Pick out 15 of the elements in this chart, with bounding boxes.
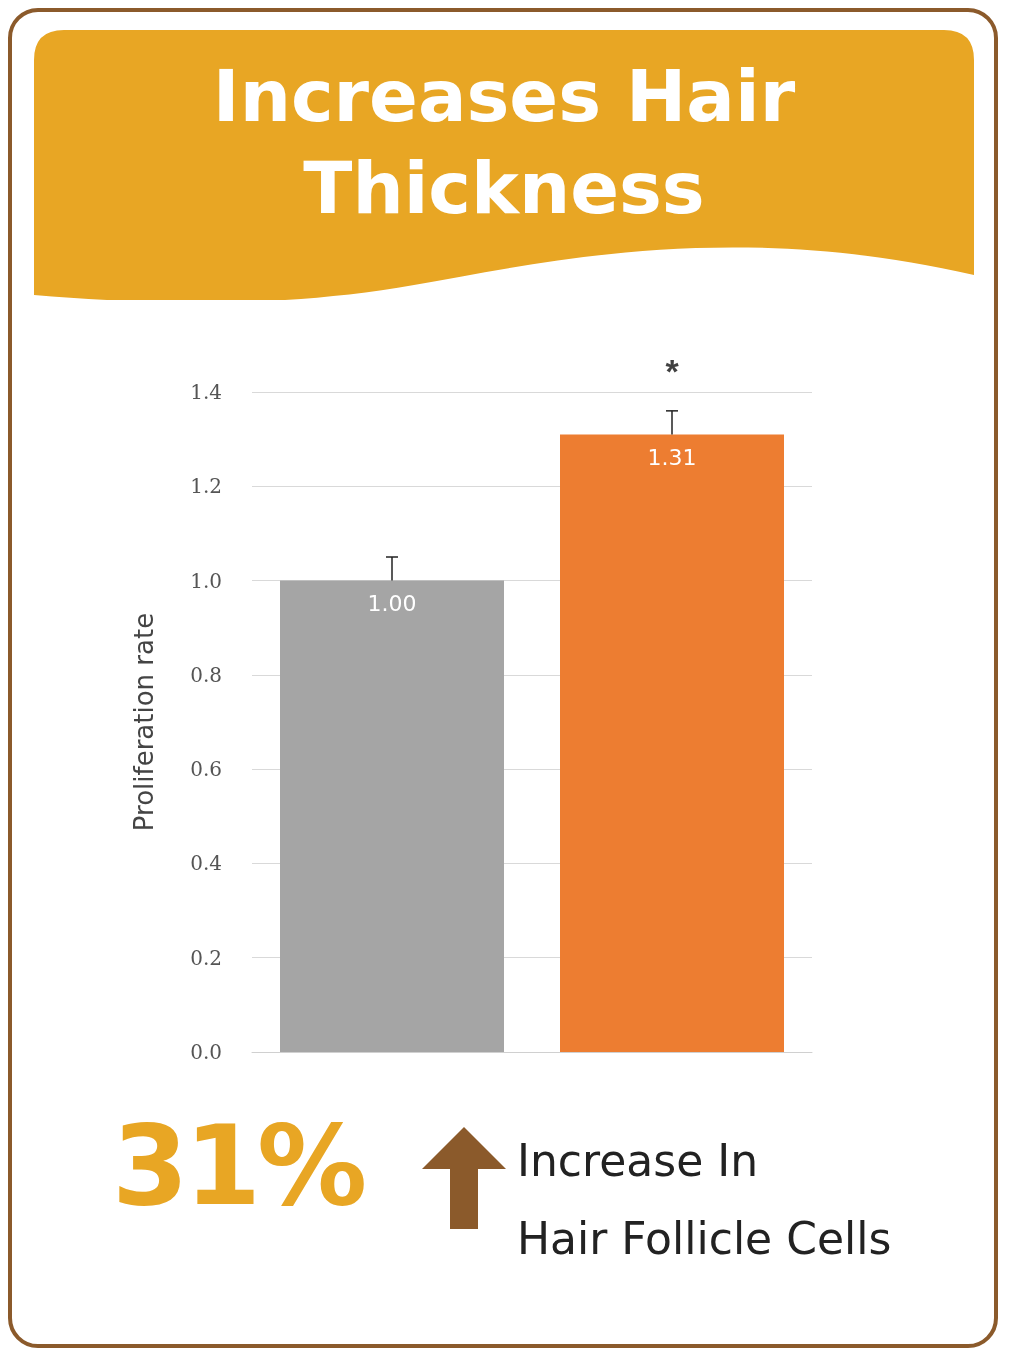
y-tick-label: 0.0 — [190, 1040, 222, 1064]
y-tick-label: 0.4 — [190, 851, 222, 876]
y-tick-label: 1.2 — [190, 474, 222, 499]
y-axis-title: Proliferation rate — [129, 612, 159, 832]
y-tick-label: 1.0 — [190, 568, 222, 593]
data-label: 1.00 — [367, 591, 417, 617]
chart-title: Increases Hair Thickness — [211, 53, 797, 232]
y-tick-label: 0.2 — [190, 945, 222, 970]
y-tick-label: 0.8 — [190, 662, 222, 687]
text: * — [665, 352, 680, 390]
y-tick-label: 1.4 — [190, 380, 222, 404]
text: Increase In Hair Follicle Cells — [517, 1134, 892, 1266]
y-tick-label: 0.6 — [190, 757, 222, 782]
text: 31% — [112, 1102, 364, 1230]
data-label: 1.31 — [647, 444, 697, 470]
